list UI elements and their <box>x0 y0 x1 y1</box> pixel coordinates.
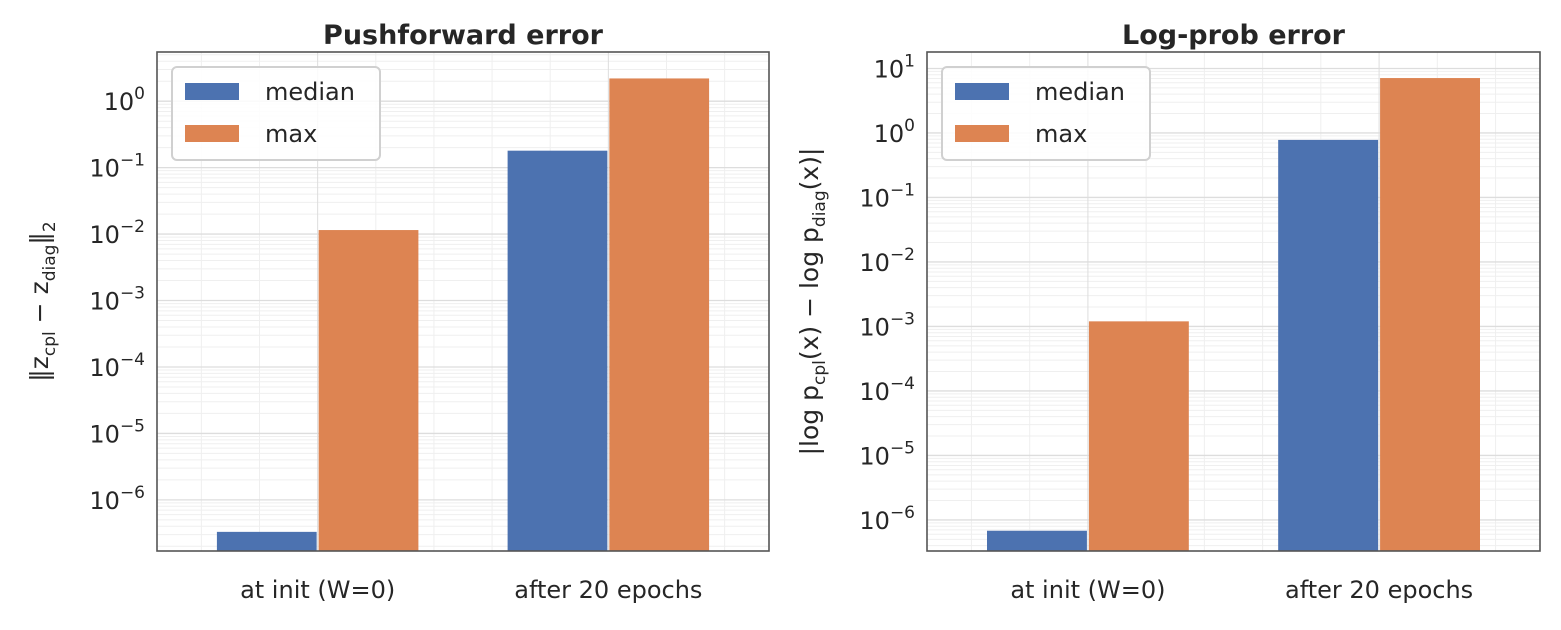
chart-title: Pushforward error <box>323 20 604 51</box>
y-tick-label: 10−6 <box>89 483 145 515</box>
x-tick-label: at init (W=0) <box>1010 576 1165 604</box>
y-axis-label: ‖zcpl − zdiag‖2 <box>25 221 60 382</box>
y-tick-label: 10−2 <box>89 217 145 249</box>
legend: median max <box>941 66 1151 161</box>
legend-swatch-max <box>185 125 239 142</box>
y-tick-labels: 10−6 10−5 10−4 10−3 10−2 10−1 100 <box>89 84 145 515</box>
y-tick-label: 10−3 <box>89 284 145 316</box>
y-tick-label: 10−1 <box>89 151 145 183</box>
y-tick-label: 10−4 <box>89 350 145 382</box>
y-tick-label: 101 <box>874 51 915 83</box>
bar-median-1 <box>1278 139 1379 552</box>
chart-title: Log-prob error <box>1122 20 1346 51</box>
axes-frame <box>926 51 1541 552</box>
y-tick-label: 100 <box>874 116 915 148</box>
legend-label-max: max <box>265 120 317 148</box>
y-tick-label: 10−6 <box>859 503 915 535</box>
legend-label-max: max <box>1035 120 1087 148</box>
bar-median-1 <box>507 150 608 552</box>
bars <box>216 78 710 552</box>
bars <box>987 78 1480 552</box>
bar-max-1 <box>1380 78 1480 551</box>
y-tick-label: 10−5 <box>89 416 145 448</box>
y-tick-label: 10−4 <box>859 374 915 406</box>
legend-label-median: median <box>265 78 355 106</box>
legend-swatch-max <box>955 125 1009 142</box>
x-tick-label: at init (W=0) <box>240 576 395 604</box>
chart-panel-1: 10−6 10−5 10−4 10−3 10−2 10−1 100 101 at init (W… <box>795 20 1541 604</box>
bar-median-0 <box>987 530 1087 551</box>
legend-swatch-median <box>185 83 239 100</box>
legend-label-median: median <box>1035 78 1125 106</box>
bar-max-1 <box>609 78 710 552</box>
y-tick-labels: 10−6 10−5 10−4 10−3 10−2 10−1 100 101 <box>859 51 915 534</box>
legend: median max <box>171 66 381 161</box>
bar-median-0 <box>216 531 317 551</box>
x-tick-label: after 20 epochs <box>514 576 702 604</box>
bar-max-0 <box>1088 321 1189 551</box>
y-tick-label: 10−1 <box>859 180 915 212</box>
bar-max-0 <box>318 230 419 551</box>
legend-swatch-median <box>955 83 1009 100</box>
axes-frame <box>156 51 770 552</box>
y-axis-label: |log pcpl(x) − log pdiag(x)| <box>795 148 830 456</box>
y-tick-label: 10−2 <box>859 245 915 277</box>
chart-panel-0: 10−6 10−5 10−4 10−3 10−2 10−1 100 at init (W=0)… <box>25 20 770 604</box>
y-tick-label: 10−3 <box>859 309 915 341</box>
y-tick-label: 100 <box>104 84 145 116</box>
y-tick-label: 10−5 <box>859 438 915 470</box>
x-tick-label: after 20 epochs <box>1285 576 1473 604</box>
